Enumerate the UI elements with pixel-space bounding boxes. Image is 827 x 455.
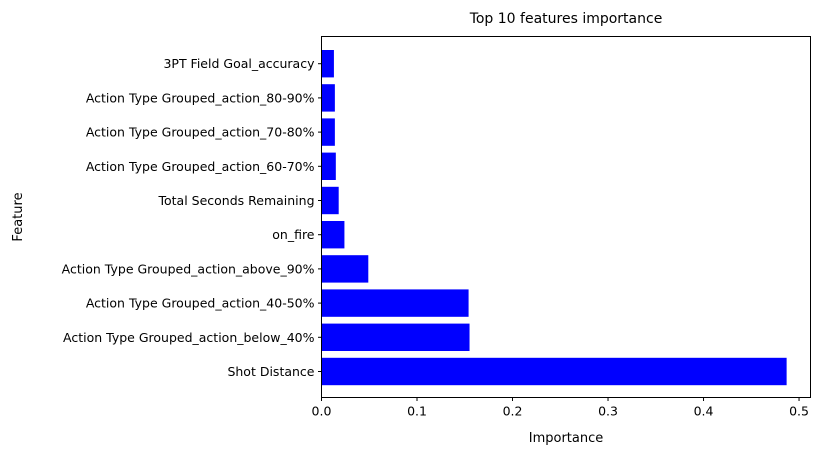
y-tick-label: Action Type Grouped_action_40-50% [86, 296, 315, 311]
x-tick-label: 0.2 [503, 404, 523, 419]
bars-group [321, 50, 787, 386]
y-tick-label: Shot Distance [227, 364, 314, 379]
y-tick-label: on_fire [272, 227, 315, 242]
x-axis-label: Importance [529, 431, 604, 446]
x-tick-label: 0.3 [598, 404, 618, 419]
bar [321, 118, 335, 146]
y-tick-label: Action Type Grouped_action_70-80% [86, 125, 315, 140]
y-tick-label: Total Seconds Remaining [157, 193, 314, 208]
x-tick-label: 0.5 [789, 404, 809, 419]
y-ticks-group: Shot Distance Action Type Grouped_action_… [62, 56, 322, 379]
bar [321, 186, 339, 215]
bar [321, 323, 470, 351]
bar [321, 255, 369, 283]
chart-title: Top 10 features importance [469, 11, 663, 27]
bar [321, 221, 345, 249]
bar [321, 357, 787, 386]
y-tick-label: Action Type Grouped_action_below_40% [63, 330, 315, 345]
bar [321, 152, 336, 180]
y-tick-label: 3PT Field Goal_accuracy [163, 56, 315, 71]
bar [321, 50, 334, 78]
y-tick-label: Action Type Grouped_action_80-90% [86, 90, 315, 105]
x-tick-label: 0.1 [407, 404, 427, 419]
x-tick-label: 0.4 [694, 404, 714, 419]
plot-frame [321, 36, 811, 398]
bar [321, 289, 469, 317]
y-tick-label: Action Type Grouped_action_60-70% [86, 159, 315, 174]
x-tick-label: 0.0 [312, 404, 332, 419]
bar [321, 84, 335, 112]
y-tick-label: Action Type Grouped_action_above_90% [62, 261, 315, 276]
y-axis-label: Feature [11, 192, 26, 241]
x-ticks-group: 0.0 0.1 0.2 0.3 0.4 0.5 [312, 397, 809, 419]
